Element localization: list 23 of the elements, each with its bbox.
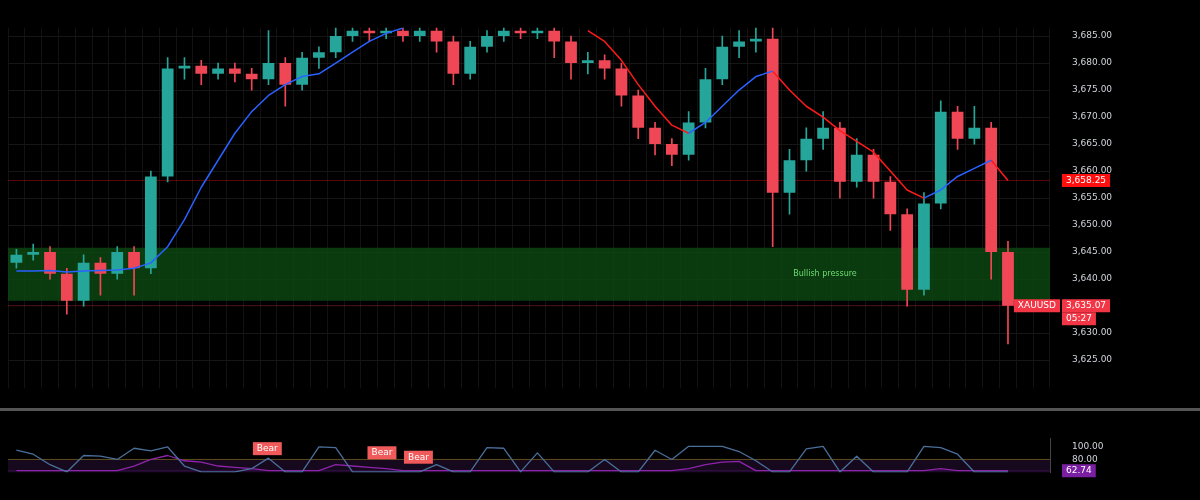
band-label: Bullish pressure bbox=[793, 269, 857, 279]
ref-line-label: 62.74 bbox=[1066, 465, 1093, 476]
y-tick-label: 3,670.00 bbox=[1072, 111, 1113, 122]
y-tick-label: 3,685.00 bbox=[1072, 30, 1113, 41]
y-tick-label: 80.00 bbox=[1072, 453, 1099, 464]
y-tick-label: 3,675.00 bbox=[1072, 84, 1113, 95]
y-tick-label: 3,625.00 bbox=[1072, 354, 1113, 365]
annotation: Bear bbox=[256, 443, 279, 453]
y-tick-label: 3,665.00 bbox=[1072, 138, 1113, 149]
y-tick-label: 3,660.00 bbox=[1072, 165, 1113, 176]
annotation: XAUUSD bbox=[1017, 300, 1057, 311]
y-tick-label: 3,630.00 bbox=[1072, 327, 1113, 338]
annotation: Bear bbox=[407, 451, 430, 462]
y-tick-label: 100.00 bbox=[1072, 440, 1104, 451]
y-tick-label: 3,645.00 bbox=[1072, 246, 1113, 257]
y-tick-label: 3,680.00 bbox=[1072, 57, 1113, 68]
y-tick-label: 3,640.00 bbox=[1072, 273, 1113, 284]
text: 05:27 bbox=[1066, 313, 1092, 324]
ref-line-label: 3,658.25 bbox=[1066, 174, 1107, 185]
y-tick-label: 3,650.00 bbox=[1072, 219, 1113, 230]
y-tick-label: 3,655.00 bbox=[1072, 192, 1113, 203]
annotation: Bear bbox=[371, 447, 393, 458]
ref-line-label: 3,635.07 bbox=[1066, 300, 1107, 311]
